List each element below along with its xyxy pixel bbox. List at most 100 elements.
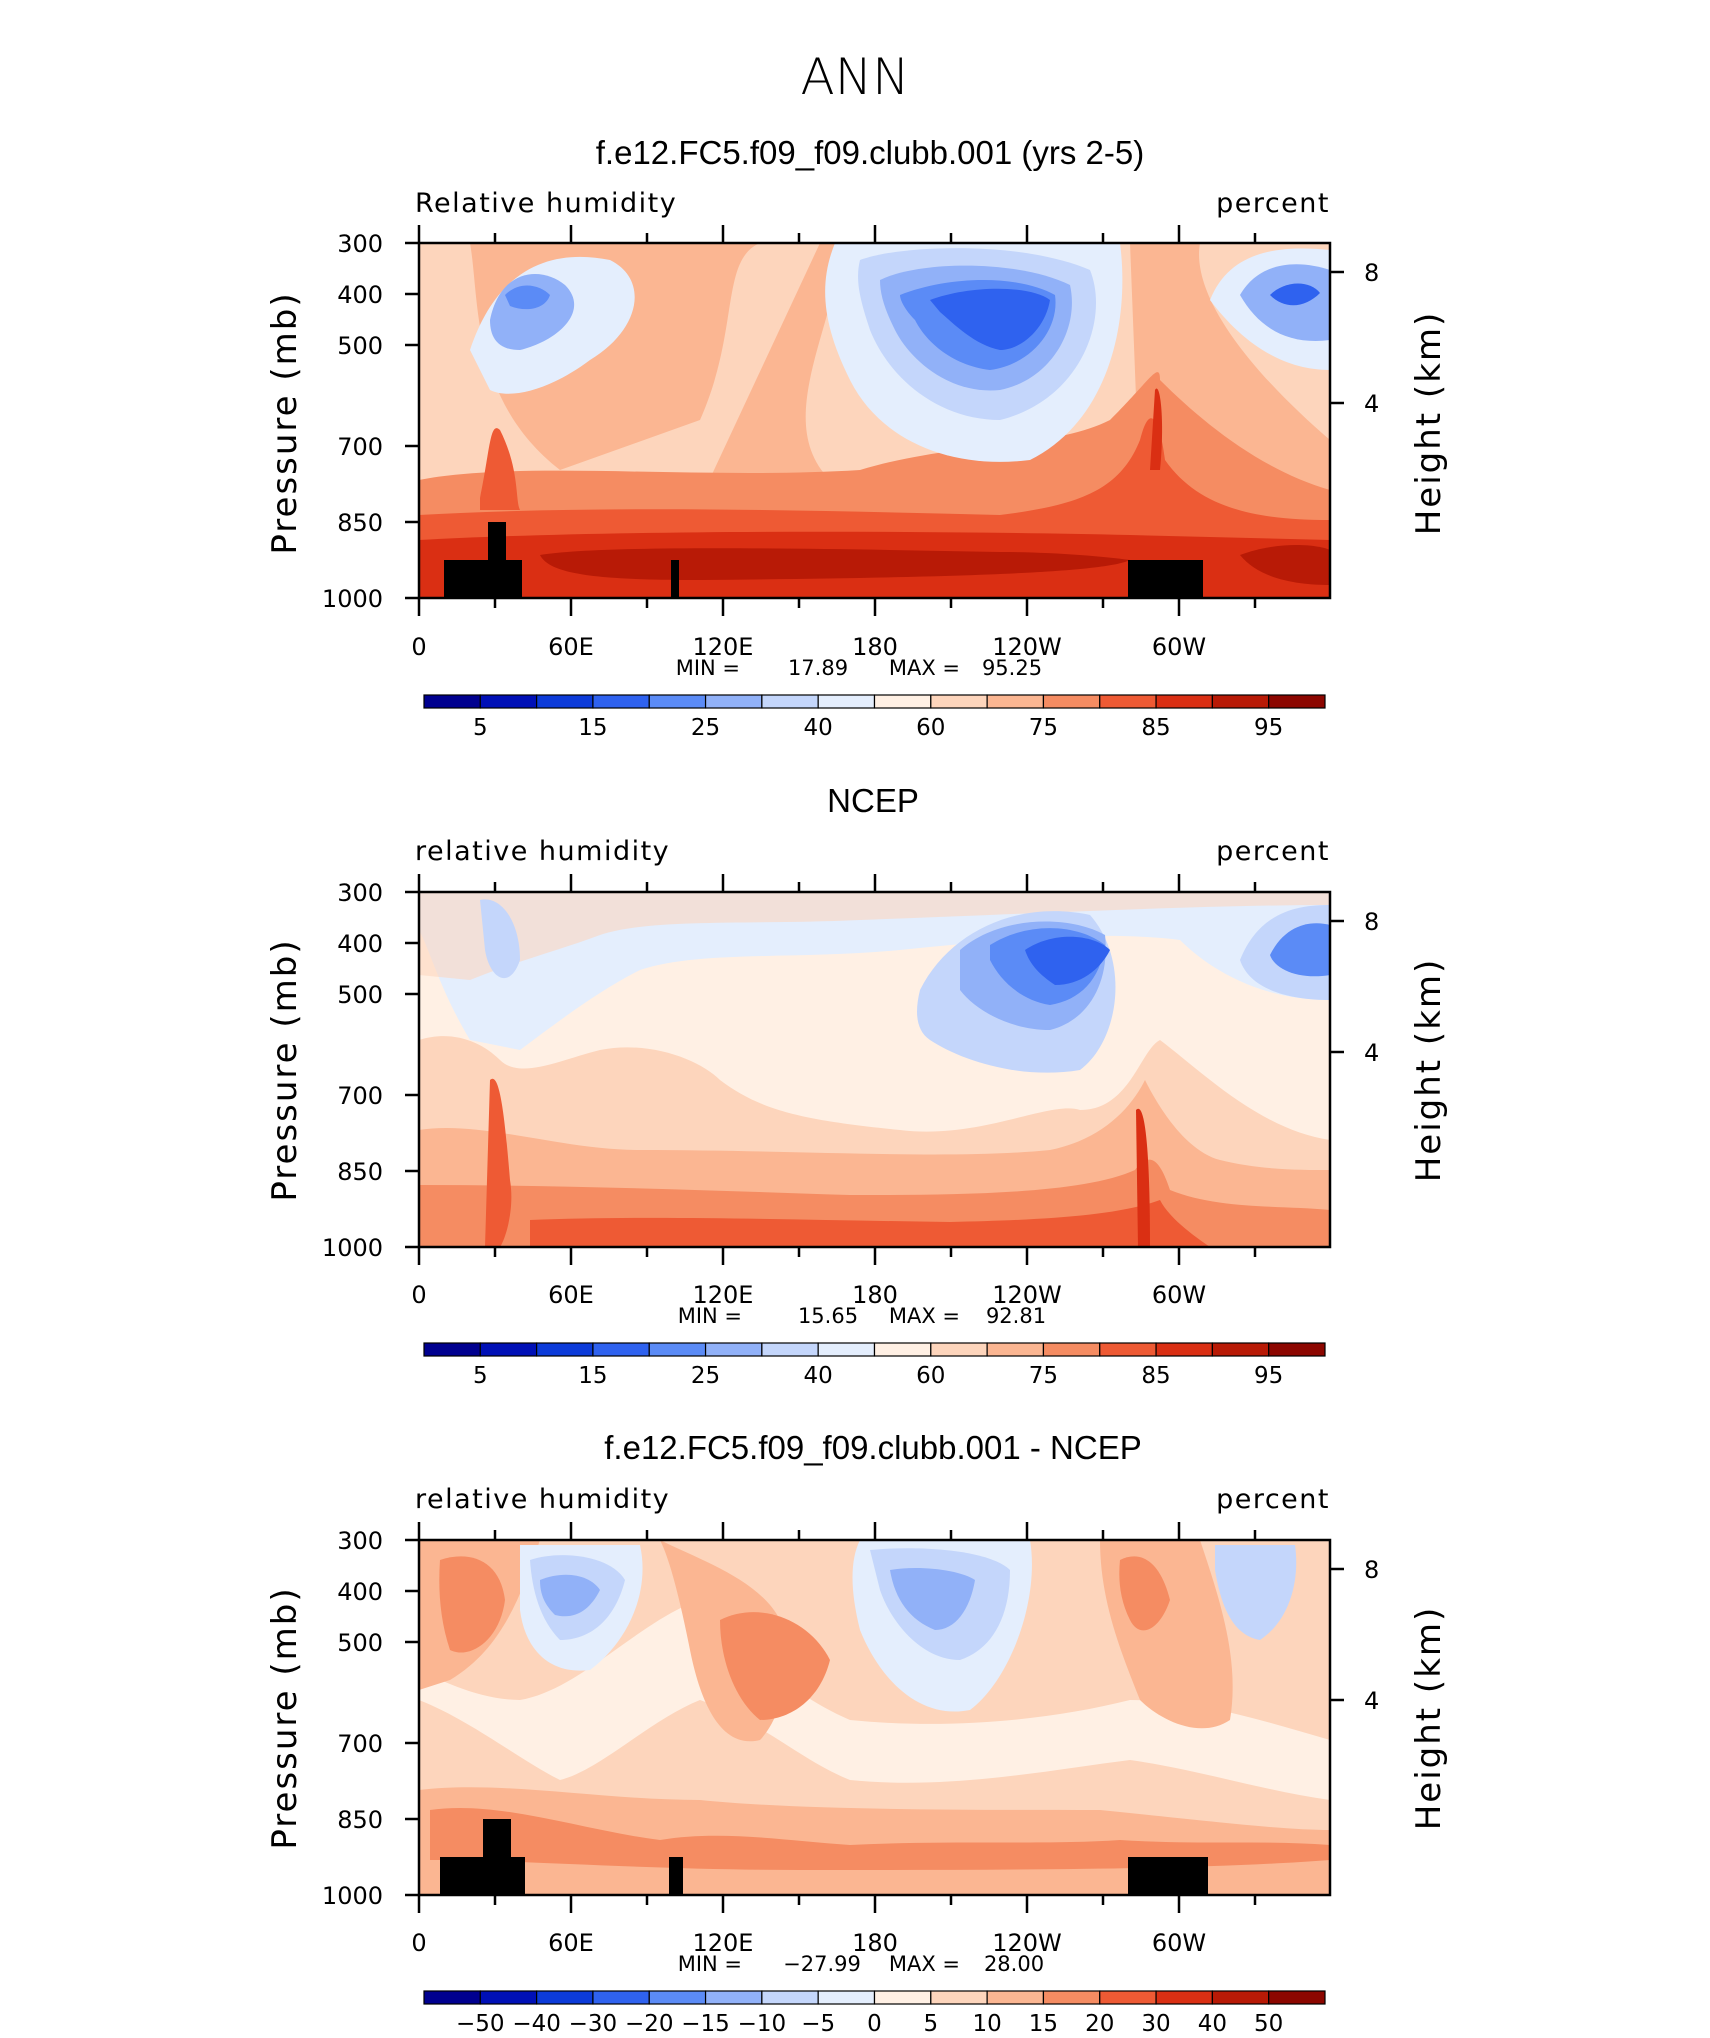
x-tick-label: 120W	[992, 633, 1062, 661]
contour-band-15	[439, 1556, 505, 1653]
colorbar-swatch	[930, 1342, 988, 1357]
contour-band-95	[1240, 545, 1330, 585]
min-max-stats: MIN = 15.65 MAX = 92.81	[678, 1304, 1046, 1328]
colorbar-swatch	[1268, 694, 1326, 709]
max-label: MAX =	[889, 656, 960, 680]
colorbar-swatch	[648, 1990, 707, 2005]
y-tick-label: 1000	[322, 1234, 383, 1262]
x-tick-label: 180	[852, 633, 898, 661]
colorbar-swatch	[817, 694, 876, 709]
x-tick-label: 0	[411, 1929, 426, 1957]
min-max-stats: MIN = 17.89 MAX = 95.25	[676, 656, 1042, 680]
contour-band--10	[1215, 1545, 1297, 1640]
colorbar-label: 60	[916, 1363, 945, 1389]
colorbar-swatch	[1155, 1990, 1213, 2005]
colorbar-swatch	[1099, 694, 1157, 709]
y-axis-label: Pressure (mb)	[265, 938, 305, 1201]
contour-band-15	[930, 288, 1050, 350]
y-tick-label: 850	[337, 1158, 383, 1186]
colorbar-swatch	[592, 1990, 650, 2005]
max-value: 92.81	[986, 1304, 1046, 1328]
colorbar-label: 75	[1029, 1363, 1058, 1389]
y-tick-label: 300	[337, 879, 383, 907]
colorbar-swatch	[930, 694, 988, 709]
y-tick-label: 400	[337, 281, 383, 309]
contour-band-85	[485, 1078, 512, 1247]
y-right-tick-label: 8	[1364, 1556, 1379, 1584]
colorbar-swatch	[536, 1342, 594, 1357]
colorbar-swatch	[1211, 1342, 1270, 1357]
min-label: MIN =	[678, 1304, 742, 1328]
colorbar-label: 20	[1085, 2011, 1114, 2037]
colorbar-swatch	[873, 694, 932, 709]
colorbar-swatch	[873, 1342, 932, 1357]
panel-left-label: relative humidity	[415, 1484, 670, 1515]
colorbar-swatch	[1099, 1990, 1157, 2005]
colorbar-label: 15	[578, 1363, 607, 1389]
axis-ticks	[405, 225, 1344, 616]
y-tick-label: 850	[337, 509, 383, 537]
colorbar-swatch	[1211, 1990, 1270, 2005]
colorbar-label: −5	[801, 2011, 835, 2037]
panel-title: f.e12.FC5.f09_f09.clubb.001 (yrs 2-5)	[596, 134, 1144, 171]
y-tick-label: 700	[337, 1082, 383, 1110]
max-value: 28.00	[984, 1952, 1044, 1976]
colorbar-swatch	[536, 1990, 594, 2005]
y-right-axis-label: Height (km)	[1409, 958, 1449, 1183]
y-tick-labels: 300 400 500 700 850 1000	[322, 1527, 383, 1910]
x-tick-label: 120W	[992, 1281, 1062, 1309]
min-label: MIN =	[676, 656, 740, 680]
colorbar-swatch	[423, 694, 481, 709]
colorbar-swatch	[1211, 694, 1270, 709]
x-tick-labels: 0 60E 120E 180 120W 60W	[411, 633, 1206, 661]
x-tick-label: 0	[411, 1281, 426, 1309]
panel-difference: f.e12.FC5.f09_f09.clubb.001 - NCEP relat…	[265, 1429, 1449, 2037]
colorbar: −50 −40 −30 −20 −15 −10 −5 0 5 10 15 20 30 40 50	[423, 1990, 1326, 2037]
x-tick-label: 60W	[1152, 633, 1206, 661]
contour-band-85	[480, 428, 520, 510]
x-tick-label: 60W	[1152, 1929, 1206, 1957]
min-max-stats: MIN = −27.99 MAX = 28.00	[678, 1952, 1044, 1976]
panel-left-label: Relative humidity	[415, 188, 677, 219]
y-tick-label: 500	[337, 1629, 383, 1657]
colorbar-swatch	[479, 694, 538, 709]
colorbar-swatch	[479, 1342, 538, 1357]
y-tick-label: 400	[337, 1578, 383, 1606]
min-value: −27.99	[783, 1952, 861, 1976]
colorbar-label: 95	[1254, 715, 1283, 741]
colorbar-swatch	[592, 694, 650, 709]
colorbar-label: −20	[625, 2011, 674, 2037]
colorbar-label: 5	[923, 2011, 938, 2037]
figure-title: ANN	[800, 48, 909, 106]
x-tick-label: 60E	[548, 1281, 594, 1309]
contour-band-75	[700, 243, 840, 500]
colorbar-label: −10	[738, 2011, 787, 2037]
x-tick-label: 60E	[548, 633, 594, 661]
colorbar-swatch	[1042, 694, 1101, 709]
colorbar-label: 40	[804, 715, 833, 741]
colorbar-swatch	[704, 694, 763, 709]
panel-units-label: percent	[1216, 836, 1330, 867]
contour-band-95	[540, 548, 1130, 580]
land-mask-block	[1128, 560, 1203, 598]
y-tick-label: 500	[337, 332, 383, 360]
panel-units-label: percent	[1216, 188, 1330, 219]
panel-title: NCEP	[827, 782, 919, 819]
y-right-tick-label: 4	[1364, 390, 1379, 418]
y-axis-label: Pressure (mb)	[265, 1586, 305, 1849]
land-mask-block	[671, 560, 679, 598]
land-mask-block	[669, 1857, 683, 1895]
colorbar-swatch	[817, 1342, 876, 1357]
x-tick-label: 180	[852, 1281, 898, 1309]
colorbar-swatch	[986, 694, 1045, 709]
colorbar-label: 30	[1141, 2011, 1170, 2037]
colorbar-label: 85	[1141, 715, 1170, 741]
panel-obs: NCEP relative humidity percent 0 60E	[265, 782, 1449, 1389]
y-tick-label: 500	[337, 981, 383, 1009]
y-tick-label: 300	[337, 230, 383, 258]
min-label: MIN =	[678, 1952, 742, 1976]
y-tick-label: 700	[337, 1730, 383, 1758]
contour-field	[419, 892, 1330, 1247]
colorbar-swatch	[761, 1990, 819, 2005]
